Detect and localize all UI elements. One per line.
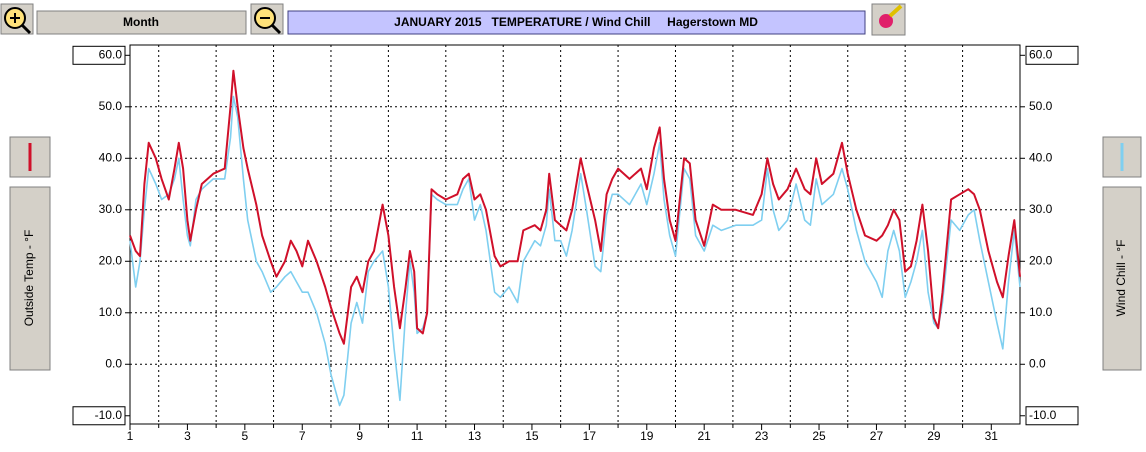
x-tick-label: 19 (640, 429, 654, 443)
y2-tick-label: 20.0 (1029, 253, 1053, 267)
x-tick-label: 29 (927, 429, 941, 443)
x-tick-label: 11 (411, 429, 424, 443)
plot-area (129, 44, 1021, 425)
plot: 60.050.040.030.020.010.00.0-10.060.050.0… (72, 45, 1079, 443)
y-tick-label: 0.0 (105, 356, 122, 370)
y-tick-label: -10.0 (95, 408, 123, 422)
x-tick-label: 15 (525, 429, 539, 443)
y-tick-label: 40.0 (99, 150, 123, 164)
y2-tick-label: 40.0 (1029, 150, 1053, 164)
x-tick-label: 3 (184, 429, 191, 443)
y2-tick-box (1025, 406, 1079, 426)
x-tick-label: 1 (127, 429, 134, 443)
x-tick-label: 31 (985, 429, 999, 443)
chill-axis-button[interactable]: Wind Chill - °F (1102, 186, 1142, 371)
y2-tick-label: 10.0 (1029, 305, 1053, 319)
zoom-out-button[interactable] (250, 3, 284, 35)
y2-tick-box (1025, 45, 1079, 65)
x-tick-label: 13 (468, 429, 482, 443)
x-tick-label: 27 (870, 429, 884, 443)
x-tick-label: 9 (356, 429, 363, 443)
y2-tick-label: -10.0 (1029, 408, 1057, 422)
period-label: Month (123, 15, 159, 29)
y-tick-label: 50.0 (99, 99, 123, 113)
series-line (129, 95, 1021, 407)
y-tick-label: 20.0 (99, 253, 123, 267)
print-button[interactable] (871, 3, 906, 36)
y2-tick-label: 50.0 (1029, 99, 1053, 113)
y-tick-box (72, 45, 126, 65)
period-button[interactable]: Month (36, 10, 247, 35)
legend-label: Outside Temp - °F (22, 230, 36, 327)
y-tick-label: 30.0 (99, 202, 123, 216)
y-tick-box (72, 406, 126, 426)
x-tick-label: 23 (755, 429, 769, 443)
chill-legend-button[interactable] (1102, 136, 1142, 178)
x-tick-label: 5 (241, 429, 248, 443)
title-box (287, 10, 866, 35)
x-tick-label: 7 (299, 429, 306, 443)
y2-tick-label: 0.0 (1029, 356, 1046, 370)
legend-label: Wind Chill - °F (1114, 240, 1128, 317)
x-tick-label: 17 (583, 429, 597, 443)
y2-tick-label: 60.0 (1029, 47, 1053, 61)
temp-axis-button[interactable]: Outside Temp - °F (9, 186, 51, 371)
y-tick-label: 10.0 (99, 305, 123, 319)
y2-tick-label: 30.0 (1029, 202, 1053, 216)
zoom-in-button[interactable] (0, 3, 34, 35)
y-tick-label: 60.0 (99, 47, 123, 61)
x-tick-label: 25 (812, 429, 826, 443)
series-line (129, 69, 1021, 345)
temp-legend-button[interactable] (9, 136, 51, 178)
x-tick-label: 21 (698, 429, 712, 443)
chart-title: JANUARY 2015 TEMPERATURE / Wind Chill Ha… (394, 15, 758, 29)
